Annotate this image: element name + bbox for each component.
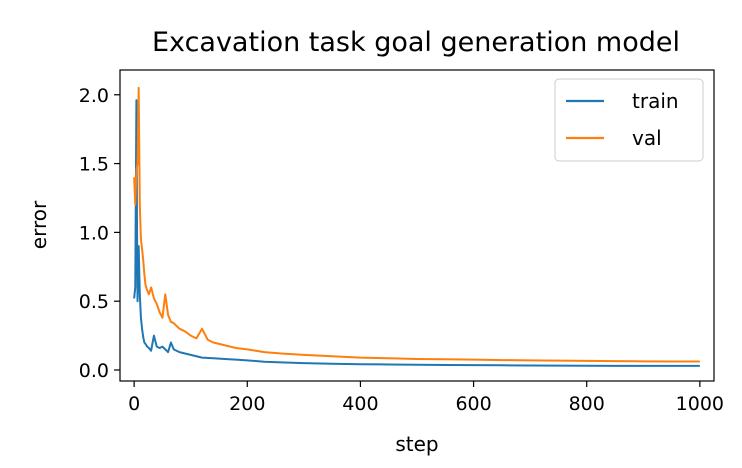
y-tick-label: 1.0 <box>79 222 109 244</box>
legend: train val <box>554 78 704 162</box>
x-tick-label: 800 <box>569 393 605 415</box>
x-tick-label: 0 <box>128 393 140 415</box>
y-tick-label: 0.5 <box>79 291 109 313</box>
x-tick-label: 600 <box>455 393 491 415</box>
y-tick-label: 2.0 <box>79 85 109 107</box>
chart-title: Excavation task goal generation model <box>152 27 680 58</box>
x-tick-label: 200 <box>229 393 265 415</box>
y-axis: 0.0 0.5 1.0 1.5 2.0 <box>79 85 120 382</box>
legend-label-train: train <box>632 89 679 113</box>
legend-label-val: val <box>632 126 662 150</box>
series-line-train <box>133 99 700 367</box>
y-axis-label: error <box>27 200 51 249</box>
series-layer <box>133 86 700 367</box>
y-tick-label: 0.0 <box>79 360 109 382</box>
x-tick-label: 1000 <box>676 393 724 415</box>
x-tick-label: 400 <box>342 393 378 415</box>
x-axis: 0 200 400 600 800 1000 <box>128 381 724 415</box>
legend-box <box>554 78 704 162</box>
plot-frame <box>119 69 715 382</box>
x-axis-label: step <box>395 432 438 456</box>
y-tick-label: 1.5 <box>79 154 109 176</box>
series-line-val <box>133 86 700 363</box>
